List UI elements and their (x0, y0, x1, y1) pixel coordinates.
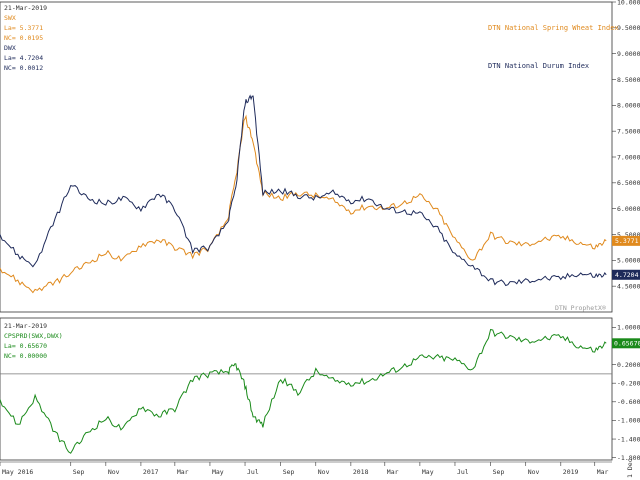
price-y-tick-label: 6.0000 (617, 205, 640, 213)
x-tick-label: Nov (528, 468, 540, 476)
price-y-tick-label: 8.5000 (617, 76, 640, 84)
spread-panel-frame (0, 317, 613, 461)
price-y-tick-label: 4.5000 (617, 282, 640, 290)
price-y-tick-label: 5.5000 (617, 231, 640, 239)
price-panel: 10.0000 9.5000 9.0000 8.5000 8.0000 7.5000 7.0… (0, 0, 640, 313)
spread-line (0, 328, 607, 454)
x-tick-label: Jul (457, 468, 469, 476)
spread-y-tick-label: -0.60000 (617, 398, 640, 406)
x-tick-label: Sep (73, 468, 85, 476)
spread-y-tick-label: -1.00000 (617, 417, 640, 425)
dwx-last-value-box (612, 269, 640, 280)
x-tick-label: Sep (493, 468, 505, 476)
dwx-last-value-label: 4.7204 (615, 271, 639, 279)
x-tick-label: Nov (318, 468, 330, 476)
swx-series-title: DTN National Spring Wheat Index (488, 24, 619, 32)
spread-legend-symbol: CPSPRD(SWX,DWX) (4, 332, 63, 340)
spread-last-value-label: 0.65670 (614, 340, 640, 348)
swx-last-value-box (612, 235, 640, 246)
price-series-group (0, 94, 607, 294)
spread-legend-last: La= 0.65670 (4, 342, 47, 350)
swx-legend-symbol: SWX (4, 14, 16, 22)
time-x-axis: May 2016 Sep Nov 2017 Mar May Jul Sep Nov 2018 Mar… (0, 458, 634, 478)
dwx-legend-last: La= 4.7204 (4, 54, 43, 62)
spread-legend-date: 21-Mar-2019 (4, 322, 47, 330)
swx-legend-change: NC= 0.0195 (4, 34, 43, 42)
x-tick-label: 2019 (563, 468, 579, 476)
price-y-axis: 10.0000 9.5000 9.0000 8.5000 8.0000 7.5000 7.0… (612, 0, 640, 290)
x-tick-label: Mar (177, 468, 189, 476)
spread-series-group (0, 328, 607, 454)
spring-wheat-line (0, 114, 607, 294)
price-y-tick-label: 9.0000 (617, 50, 640, 58)
x-axis-right-label: 1 Dec (626, 458, 634, 478)
spread-last-value-box (612, 338, 640, 349)
spread-y-tick-label: 1.00000 (617, 324, 640, 332)
dwx-legend-change: NC= 0.0012 (4, 64, 43, 72)
price-legend-date: 21-Mar-2019 (4, 4, 47, 12)
swx-last-value-label: 5.3771 (615, 237, 639, 245)
price-last-values: 5.3771 4.7204 (612, 235, 640, 280)
price-y-tick-label: 9.5000 (617, 24, 640, 32)
price-y-tick-label: 8.0000 (617, 102, 640, 110)
x-tick-label: Sep (283, 468, 295, 476)
price-y-tick-label: 10.0000 (617, 0, 640, 6)
dwx-series-title: DTN National Durum Index (488, 62, 589, 70)
price-y-tick-label: 5.0000 (617, 257, 640, 265)
spread-y-tick-label: -1.40000 (617, 435, 640, 443)
spread-y-tick-label: -1.80000 (617, 454, 640, 462)
price-y-tick-label: 6.5000 (617, 179, 640, 187)
x-tick-label: May (212, 468, 224, 476)
x-tick-label: Mar (387, 468, 399, 476)
spread-y-tick-label: -0.20000 (617, 379, 640, 387)
spread-panel: 1.000000.600000.20000-0.20000-0.60000-1.… (0, 317, 640, 462)
price-y-tick-label: 7.5000 (617, 127, 640, 135)
dwx-legend-symbol: DWX (4, 44, 16, 52)
watermark: DTN ProphetX® (555, 304, 606, 312)
x-tick-label: Nov (108, 468, 120, 476)
spread-y-tick-label: 0.20000 (617, 361, 640, 369)
swx-legend-last: La= 5.3771 (4, 24, 43, 32)
durum-line (0, 94, 607, 287)
x-tick-label: 2018 (353, 468, 369, 476)
x-tick-label: Jul (247, 468, 259, 476)
x-tick-label: 2017 (143, 468, 159, 476)
price-y-tick-label: 7.0000 (617, 153, 640, 161)
x-tick-label: May (422, 468, 434, 476)
spread-last-values: 0.65670 (612, 338, 640, 349)
x-tick-label: May 2016 (2, 468, 33, 476)
x-tick-label: Mar (597, 468, 609, 476)
spread-legend-change: NC= 0.00000 (4, 352, 47, 360)
